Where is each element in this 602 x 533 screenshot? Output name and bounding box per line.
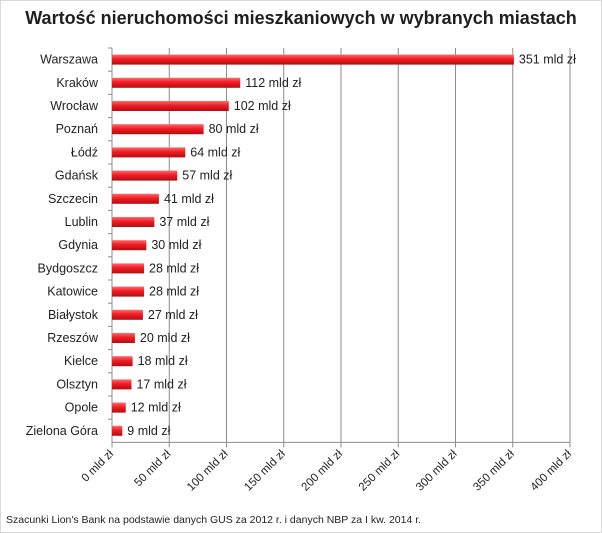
data-label: 37 mld zł (159, 215, 209, 229)
source-note: Szacunki Lion's Bank na podstawie danych… (6, 514, 422, 526)
bar-15 (112, 379, 132, 390)
x-tick-label: 100 mld zł (185, 448, 231, 494)
bar-13 (112, 333, 135, 343)
category-label: Zielona Góra (26, 424, 98, 438)
category-label: Wrocław (50, 99, 99, 113)
x-tick-label: 50 mld zł (132, 448, 173, 489)
category-label: Kraków (56, 76, 99, 90)
data-label: 102 mld zł (234, 99, 291, 113)
data-label: 112 mld zł (245, 76, 301, 90)
bar-12 (112, 309, 143, 320)
data-label: 28 mld zł (149, 261, 199, 275)
data-label: 41 mld zł (164, 192, 214, 206)
chart-title: Wartość nieruchomości mieszkaniowych w w… (25, 8, 577, 28)
bar-1 (112, 54, 514, 65)
data-label: 57 mld zł (182, 169, 232, 183)
bar-14 (112, 356, 133, 367)
category-label: Gdynia (58, 238, 98, 252)
bar-8 (112, 217, 155, 227)
data-label: 28 mld zł (149, 285, 199, 299)
bar-3 (112, 101, 229, 111)
category-label: Katowice (47, 285, 98, 299)
bar-6 (112, 170, 178, 181)
data-label: 64 mld zł (190, 145, 240, 159)
category-label: Poznań (56, 122, 98, 136)
data-label: 18 mld zł (138, 354, 188, 368)
data-label: 20 mld zł (140, 331, 190, 345)
category-label: Szczecin (48, 192, 98, 206)
bar-10 (112, 263, 145, 274)
x-tick-label: 250 mld zł (357, 448, 403, 494)
category-label: Lublin (65, 215, 98, 229)
bar-5 (112, 147, 186, 158)
category-label: Opole (65, 401, 98, 415)
bar-7 (112, 193, 159, 204)
category-label: Białystok (48, 308, 99, 322)
data-label: 12 mld zł (131, 401, 181, 415)
bar-16 (112, 402, 126, 413)
x-tick-label: 0 mld zł (80, 448, 117, 485)
x-tick-label: 300 mld zł (414, 448, 460, 494)
category-label: Olsztyn (56, 377, 98, 391)
data-label: 27 mld zł (148, 308, 198, 322)
data-label: 351 mld zł (519, 53, 576, 67)
x-tick-label: 200 mld zł (300, 448, 346, 494)
data-label: 17 mld zł (136, 377, 186, 391)
category-label: Warszawa (40, 53, 98, 67)
bar-9 (112, 240, 147, 251)
category-label: Bydgoszcz (38, 261, 98, 275)
category-label: Łódź (71, 145, 98, 159)
bar-2 (112, 77, 241, 88)
x-tick-label: 350 mld zł (471, 448, 517, 494)
data-label: 30 mld zł (151, 238, 201, 252)
bar-11 (112, 286, 145, 297)
category-label: Rzeszów (47, 331, 99, 345)
x-tick-label: 400 mld zł (529, 448, 575, 494)
bar-17 (112, 425, 123, 436)
x-tick-label: 150 mld zł (242, 448, 288, 494)
bar-4 (112, 124, 204, 135)
category-label: Kielce (64, 354, 98, 368)
category-label: Gdańsk (55, 169, 99, 183)
data-label: 9 mld zł (127, 424, 170, 438)
data-label: 80 mld zł (209, 122, 259, 136)
